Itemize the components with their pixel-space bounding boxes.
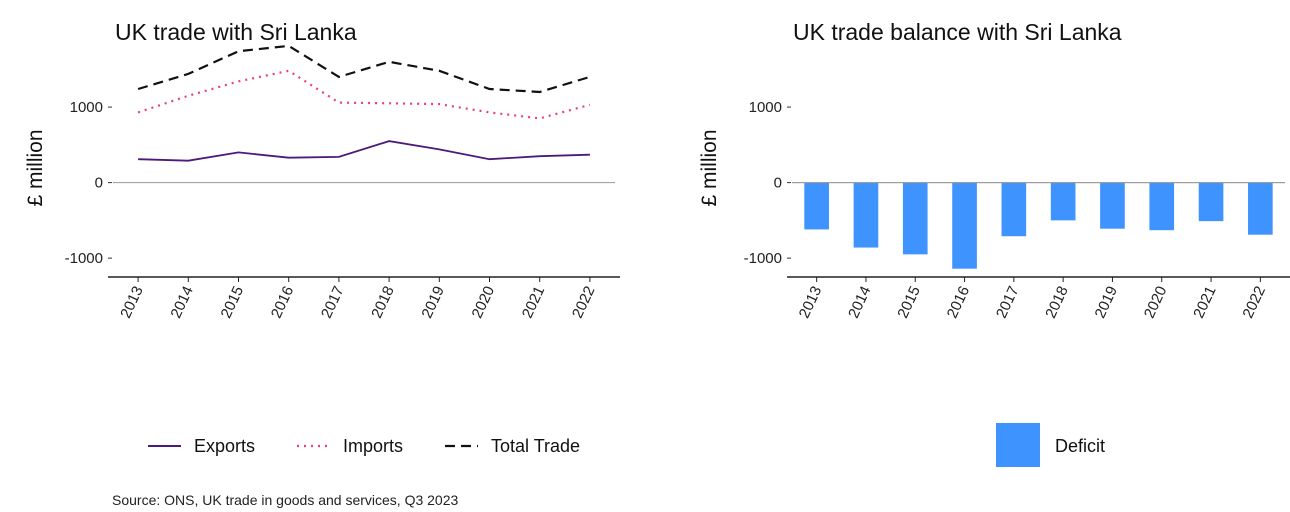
bar-2018 [1050,182,1076,221]
line-chart-x-tick-label: 2018 [368,284,398,321]
line-chart-x-tick-label: 2013 [117,284,147,321]
legend-label-total-trade: Total Trade [491,436,580,456]
bar-chart-x-tick-label: 2017 [993,284,1023,321]
bar-2016 [952,182,977,269]
line-chart-x-tick-label: 2019 [418,284,448,321]
line-chart-x-tick-label: 2015 [218,284,248,321]
bar-chart-y-axis-label: £ million [698,129,721,206]
series-line-total-trade [137,44,591,94]
line-chart-x-tick-label: 2020 [469,284,499,321]
legend-label-exports: Exports [194,436,255,456]
series-line-exports [138,140,590,162]
bar-chart-x-tick-label: 2021 [1190,284,1220,321]
bar-2013 [804,182,829,230]
series-line-imports [137,69,591,120]
bar-2017 [1001,182,1027,237]
bar-chart-title: UK trade balance with Sri Lanka [793,19,1122,45]
bar-chart: UK trade balance with Sri Lanka £ millio… [698,19,1290,321]
bar-2014 [853,182,879,248]
line-chart-y-tick-label: -1000 [65,250,103,267]
bar-chart-legend: Deficit [996,423,1105,467]
line-chart-x-tick-label: 2017 [318,284,348,321]
line-chart-x-tick-label: 2022 [569,284,599,321]
legend-label-deficit: Deficit [1055,436,1105,456]
bar-chart-x-tick-label: 2014 [845,284,875,321]
bar-chart-x-tick-label: 2016 [944,284,974,321]
bar-chart-y-tick-label: 1000 [749,99,782,116]
bar-2015 [902,182,928,255]
line-chart-y-tick-label: 0 [95,175,103,192]
legend-label-imports: Imports [343,436,403,456]
line-chart-legend: Exports Imports Total Trade [148,436,580,456]
bar-2022 [1248,182,1273,235]
bar-chart-x-tick-label: 2022 [1239,284,1269,321]
bar-chart-x-tick-label: 2013 [796,284,826,321]
line-chart: UK trade with Sri Lanka £ million -1000 0… [24,19,620,321]
bar-2021 [1198,182,1224,222]
bar-chart-x-tick-label: 2020 [1141,284,1171,321]
source-note: Source: ONS, UK trade in goods and servi… [112,492,459,508]
line-chart-plot-area: -1000 0 1000 2013 2014 2015 2016 2017 2018 2019 20… [65,44,620,321]
line-chart-x-tick-label: 2016 [268,284,298,321]
line-chart-title: UK trade with Sri Lanka [115,19,357,45]
bar-chart-plot-area: -1000 0 1000 2013 2014 2015 2016 2017 2018 2019 20… [744,99,1290,321]
bar-chart-x-tick-label: 2019 [1092,284,1122,321]
bar-chart-x-tick-label: 2018 [1042,284,1072,321]
bar-chart-x-tick-label: 2015 [894,284,924,321]
line-chart-x-tick-label: 2021 [519,284,549,321]
bar-2020 [1149,182,1175,231]
line-chart-x-tick-label: 2014 [167,284,197,321]
bar-chart-y-tick-label: -1000 [744,250,782,267]
line-chart-y-tick-label: 1000 [70,99,103,116]
line-chart-y-axis-label: £ million [24,129,47,206]
bar-chart-y-tick-label: 0 [774,175,782,192]
bar-2019 [1100,182,1125,229]
legend-key-deficit [996,423,1040,467]
